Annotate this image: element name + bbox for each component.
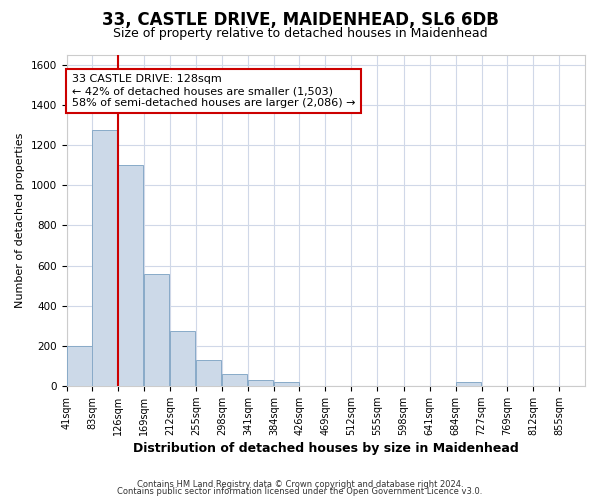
Text: Contains HM Land Registry data © Crown copyright and database right 2024.: Contains HM Land Registry data © Crown c… [137, 480, 463, 489]
Bar [274, 382, 299, 386]
Text: Size of property relative to detached houses in Maidenhead: Size of property relative to detached ho… [113, 28, 487, 40]
Bar [144, 274, 169, 386]
X-axis label: Distribution of detached houses by size in Maidenhead: Distribution of detached houses by size … [133, 442, 518, 455]
Bar [455, 382, 481, 386]
Text: Contains public sector information licensed under the Open Government Licence v3: Contains public sector information licen… [118, 487, 482, 496]
Bar [222, 374, 247, 386]
Y-axis label: Number of detached properties: Number of detached properties [15, 132, 25, 308]
Bar [118, 166, 143, 386]
Bar [248, 380, 273, 386]
Bar [92, 130, 117, 386]
Text: 33, CASTLE DRIVE, MAIDENHEAD, SL6 6DB: 33, CASTLE DRIVE, MAIDENHEAD, SL6 6DB [101, 11, 499, 29]
Text: 33 CASTLE DRIVE: 128sqm
← 42% of detached houses are smaller (1,503)
58% of semi: 33 CASTLE DRIVE: 128sqm ← 42% of detache… [72, 74, 355, 108]
Bar [196, 360, 221, 386]
Bar [170, 330, 195, 386]
Bar [67, 346, 92, 386]
